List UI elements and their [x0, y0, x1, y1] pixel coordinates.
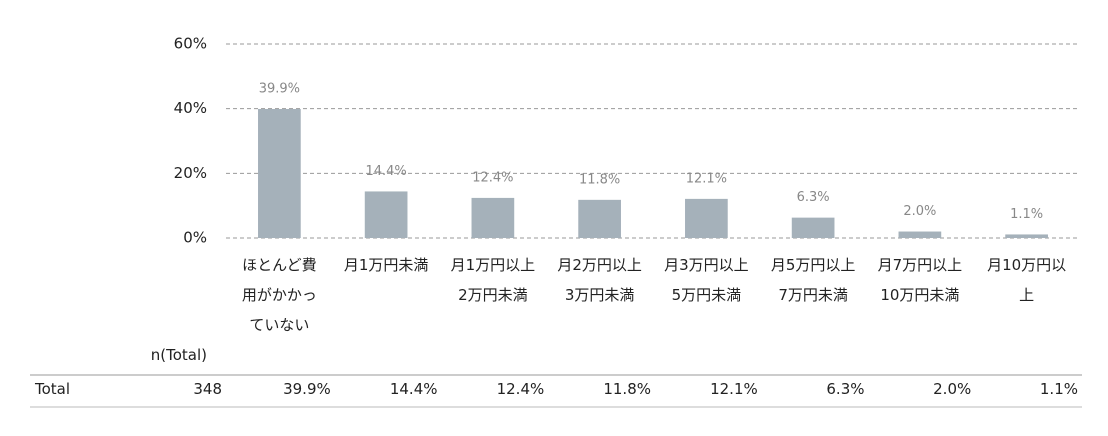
- bar: [1005, 234, 1048, 238]
- data-label: 14.4%: [365, 164, 406, 179]
- table-cell: 2.0%: [933, 380, 972, 398]
- table-header: n(Total): [150, 346, 207, 364]
- data-label: 12.1%: [686, 171, 727, 186]
- data-label: 2.0%: [903, 204, 936, 219]
- bar: [791, 217, 835, 238]
- x-tick-label: 月1万円以上 2万円未満: [450, 256, 536, 304]
- data-label: 12.4%: [472, 170, 513, 185]
- data-label: 6.3%: [797, 190, 830, 205]
- table-cell: 1.1%: [1039, 380, 1078, 398]
- bar: [471, 197, 515, 238]
- bar: [898, 231, 942, 238]
- x-tick-label: 月10万円以 上: [987, 256, 1067, 304]
- data-label: 39.9%: [259, 81, 300, 96]
- x-tick-label: ほとんど費 用がかかっ ていない: [241, 256, 317, 334]
- row-label: Total: [35, 380, 71, 398]
- y-tick-label: 40%: [174, 99, 207, 117]
- y-tick-label: 60%: [174, 35, 207, 53]
- bar: [685, 198, 728, 238]
- y-tick-label: 0%: [183, 229, 207, 247]
- bar: [578, 199, 621, 238]
- x-tick-label: 月7万円以上 10万円未満: [877, 256, 963, 304]
- table-cell: 11.8%: [603, 380, 651, 398]
- table-cell: 12.4%: [496, 380, 545, 398]
- data-label: 11.8%: [579, 172, 620, 187]
- y-tick-label: 20%: [174, 164, 207, 182]
- table-cell: 14.4%: [389, 380, 438, 398]
- x-tick-label: 月3万円以上 5万円未満: [664, 256, 749, 304]
- data-label: 1.1%: [1010, 207, 1043, 222]
- x-tick-label: 月5万円以上 7万円未満: [770, 256, 856, 304]
- row-n: 348: [193, 380, 222, 398]
- table-cell: 6.3%: [826, 380, 865, 398]
- bar: [258, 108, 301, 239]
- bar: [364, 191, 408, 238]
- table-cell: 39.9%: [283, 380, 331, 398]
- table-cell: 12.1%: [710, 380, 758, 398]
- x-tick-label: 月1万円未満: [343, 256, 429, 274]
- x-tick-label: 月2万円以上 3万円未満: [557, 256, 642, 304]
